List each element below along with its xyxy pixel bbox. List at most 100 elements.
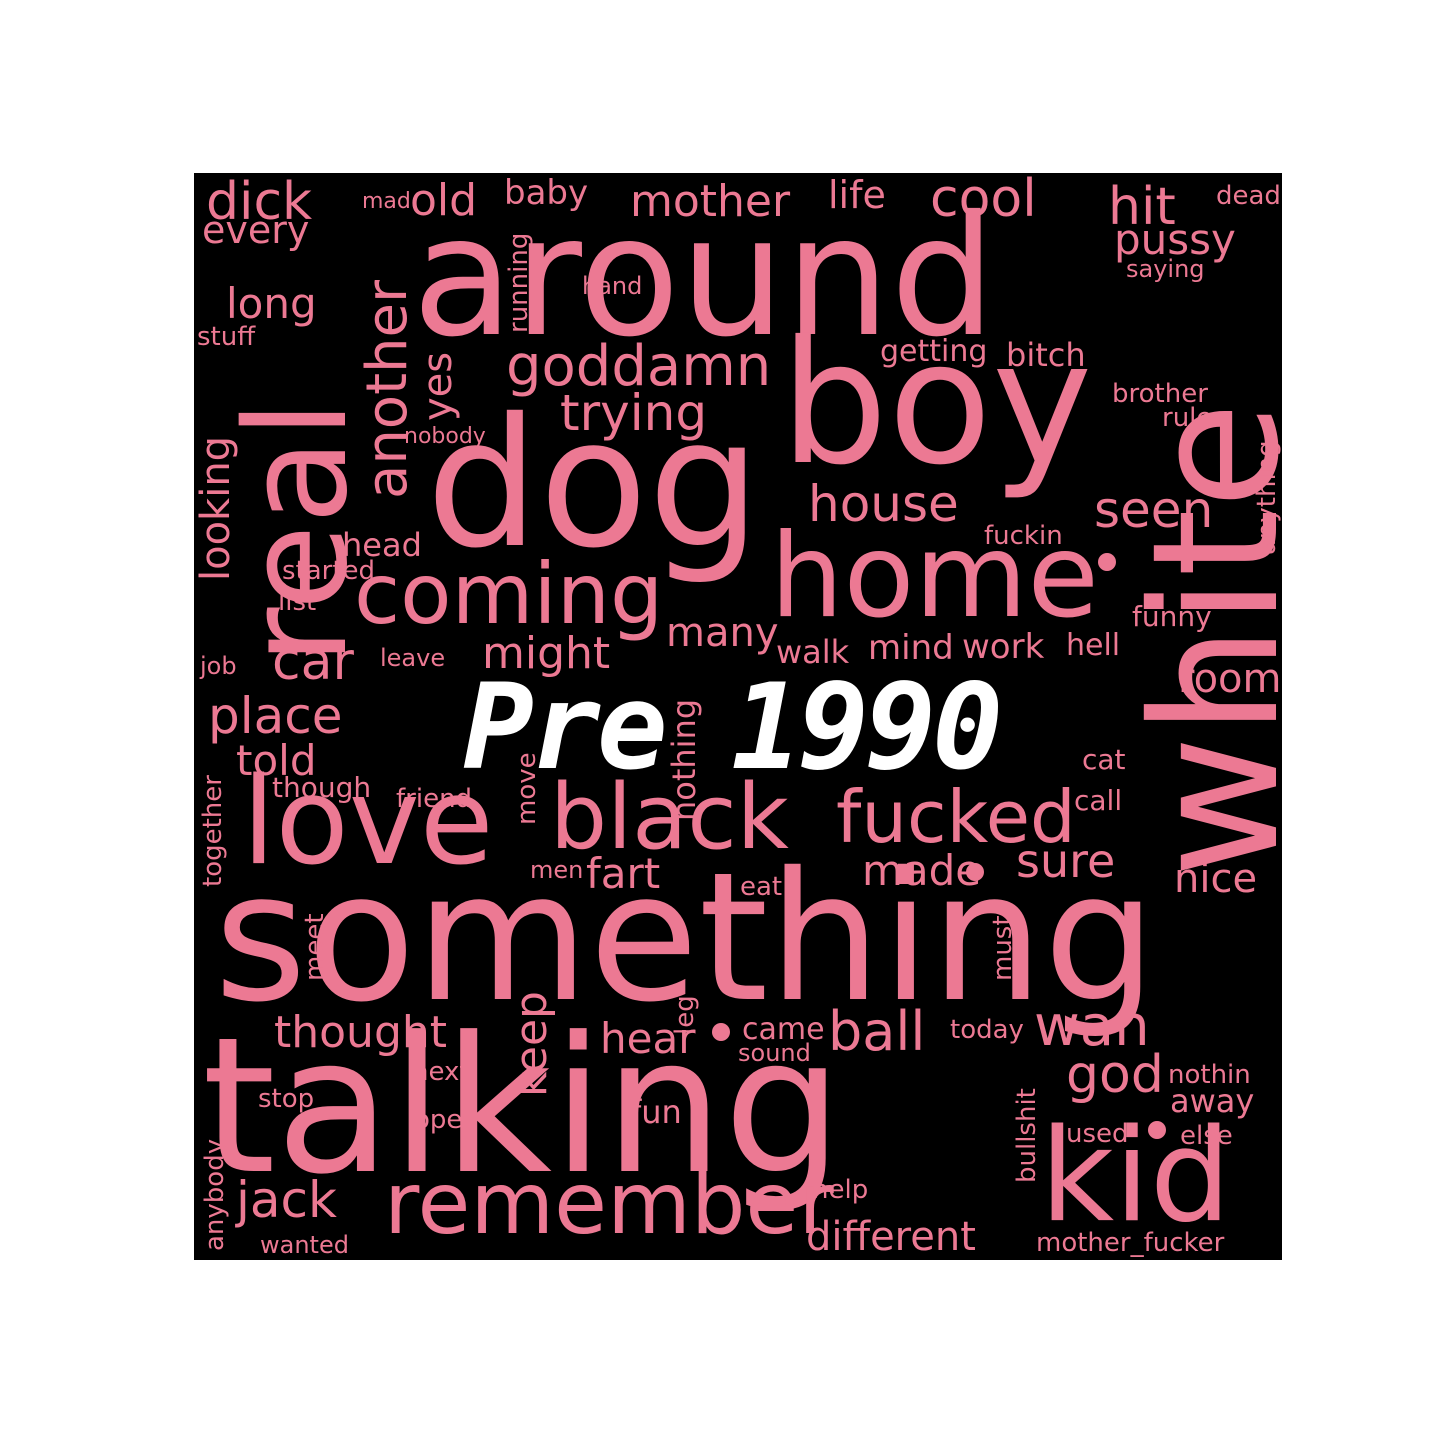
word-hand: hand <box>582 272 643 300</box>
word-stop: stop <box>258 1084 315 1114</box>
word-baby: baby <box>504 173 589 213</box>
word-brother: brother <box>1112 379 1208 409</box>
word-must: must <box>988 915 1018 981</box>
word-open: open <box>414 1105 479 1135</box>
word-many: many <box>666 610 779 656</box>
word-thought: thought <box>274 1007 448 1058</box>
dot-mark <box>712 1023 730 1041</box>
word-nothin: nothin <box>1168 1060 1251 1090</box>
word-bitch: bitch <box>1006 336 1086 374</box>
word-leave: leave <box>380 644 446 672</box>
word-trying: trying <box>560 384 708 442</box>
word-running: running <box>504 232 534 333</box>
word-work: work <box>962 627 1045 667</box>
word-yes: yes <box>415 351 461 421</box>
word-dead: dead <box>1216 181 1281 211</box>
word-place: place <box>208 687 343 745</box>
word-real: real <box>216 399 379 665</box>
word-coming: coming <box>354 545 664 643</box>
word-life: life <box>828 173 886 217</box>
word-every: every <box>202 208 310 252</box>
word-list: list <box>278 587 317 617</box>
cloud-title-text: Pre 1990 <box>463 658 999 796</box>
word-goddamn: goddamn <box>506 334 772 399</box>
word-told: told <box>236 736 317 785</box>
word-something: something <box>214 834 1157 1041</box>
word-eat: eat <box>740 872 783 902</box>
word-stuff: stuff <box>197 322 256 352</box>
word-mother: mother <box>630 176 791 227</box>
word-god: god <box>1066 1045 1164 1105</box>
word-mother-fucker: mother_fucker <box>1036 1228 1225 1258</box>
word-boy: boy <box>780 305 1093 503</box>
word-fucked: fucked <box>836 775 1076 859</box>
word-together: together <box>198 775 228 887</box>
word-mad: mad <box>362 189 411 214</box>
word-saying: saying <box>1126 255 1205 283</box>
word-home: home <box>770 509 1099 644</box>
word-keep: keep <box>506 991 557 1097</box>
word-meet: meet <box>300 913 330 981</box>
word-hear: hear <box>600 1014 696 1063</box>
word-call: call <box>1074 784 1123 817</box>
word-room: room <box>1178 656 1282 702</box>
word-another: another <box>355 280 420 499</box>
word-fart: fart <box>586 849 661 898</box>
word-cool: cool <box>930 173 1037 229</box>
word-funny: funny <box>1132 600 1212 633</box>
word-sure: sure <box>1016 834 1116 888</box>
word-rule: rule <box>1162 403 1213 433</box>
word-might: might <box>482 628 611 679</box>
word-nobody: nobody <box>404 424 486 449</box>
word-remember: remember <box>384 1154 834 1254</box>
word-love: love <box>242 753 494 892</box>
dot-mark <box>1148 1121 1166 1139</box>
word-kid: kid <box>1040 1102 1231 1251</box>
word-long: long <box>226 279 317 328</box>
word-made: made <box>862 846 982 895</box>
word-car: car <box>272 632 354 692</box>
word-used: used <box>1066 1119 1129 1149</box>
cloud-title: Pre 1990 <box>460 655 1006 799</box>
word-today: today <box>950 1015 1024 1045</box>
word-getting: getting <box>880 334 988 369</box>
word-dog: dog <box>426 380 761 587</box>
word-talking: talking <box>202 997 843 1216</box>
word-wan: wan <box>1034 994 1150 1059</box>
word-looking: looking <box>194 435 239 581</box>
word-mind: mind <box>868 628 954 668</box>
word-dick: dick <box>206 173 313 232</box>
dot-mark <box>1098 553 1116 571</box>
word-cloud-panel: dick mad old baby mother life cool hit d… <box>194 173 1282 1260</box>
word-wanted: wanted <box>260 1231 349 1259</box>
word-anything: anything <box>1252 440 1282 555</box>
word-fun: fun <box>630 1093 682 1131</box>
word-started: started <box>282 556 376 586</box>
dot-mark <box>966 863 984 881</box>
word-around: around <box>412 181 996 374</box>
word-though: though <box>272 771 372 804</box>
word-job: job <box>200 652 237 680</box>
word-jack: jack <box>236 1171 337 1229</box>
word-fuckin: fuckin <box>984 521 1063 551</box>
word-different: different <box>806 1214 976 1260</box>
word-ball: ball <box>828 1000 926 1063</box>
word-leg: leg <box>670 995 700 1035</box>
word-sound: sound <box>738 1039 811 1067</box>
word-help: help <box>812 1175 869 1205</box>
word-came: came <box>742 1012 825 1047</box>
word-bullshit: bullshit <box>1012 1088 1042 1183</box>
word-away: away <box>1170 1082 1255 1120</box>
word-house: house <box>808 475 959 533</box>
word-cat: cat <box>1082 743 1126 776</box>
word-nice: nice <box>1174 856 1258 902</box>
word-friend: friend <box>396 784 473 814</box>
word-hit: hit <box>1108 177 1176 237</box>
word-walk: walk <box>776 633 850 671</box>
word-black: black <box>550 765 789 870</box>
word-men: men <box>530 856 584 884</box>
word-head: head <box>342 526 422 564</box>
word-seen: seen <box>1094 481 1214 539</box>
word-anybody: anybody <box>200 1138 230 1251</box>
word-next: next <box>412 1057 470 1087</box>
